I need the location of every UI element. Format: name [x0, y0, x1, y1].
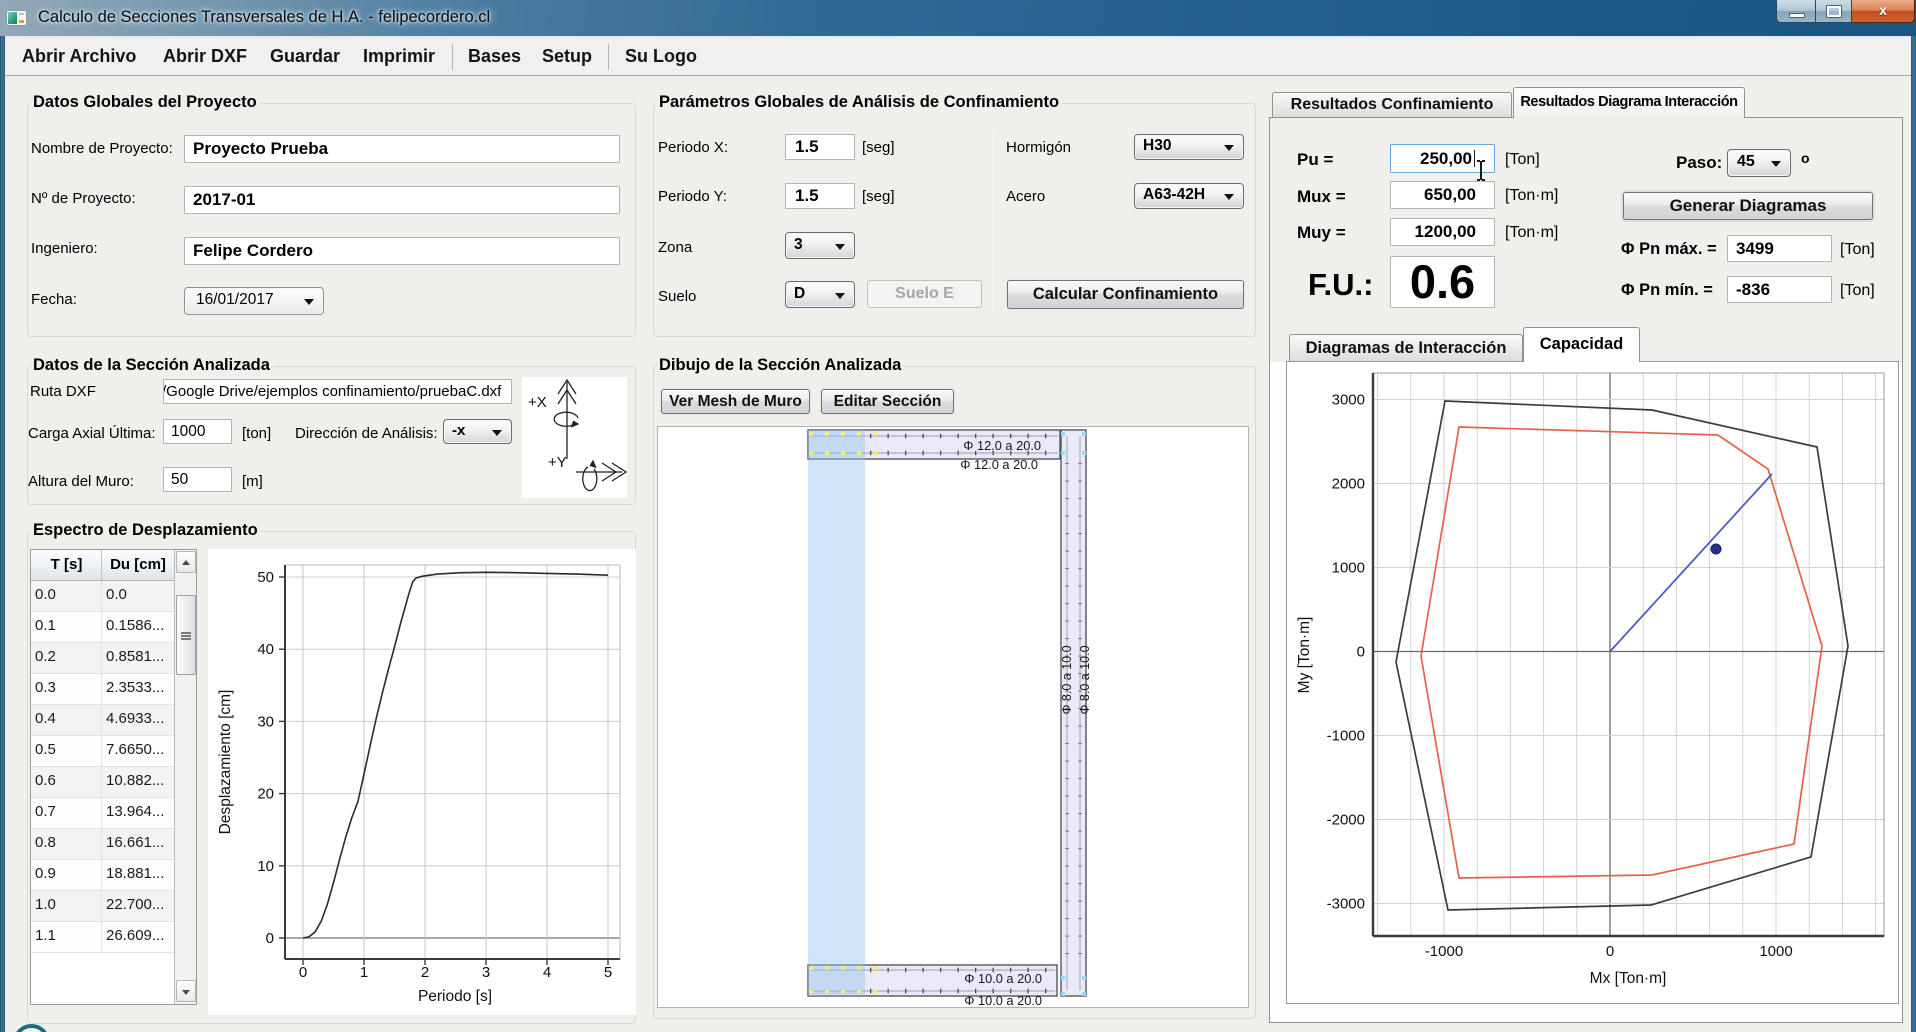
- svg-text:0: 0: [266, 930, 274, 947]
- svg-text:0: 0: [299, 964, 307, 981]
- svg-text:Φ 10.0 a 20.0: Φ 10.0 a 20.0: [964, 993, 1042, 1008]
- svg-text:Mx [Ton·m]: Mx [Ton·m]: [1590, 970, 1667, 987]
- svg-text:2000: 2000: [1332, 476, 1365, 493]
- svg-text:0: 0: [1606, 943, 1614, 960]
- svg-text:-2000: -2000: [1327, 812, 1365, 829]
- svg-text:Φ 8.0 a 10.0: Φ 8.0 a 10.0: [1078, 645, 1092, 714]
- svg-text:-1000: -1000: [1327, 728, 1365, 745]
- svg-text:0: 0: [1357, 644, 1365, 661]
- svg-text:5: 5: [604, 964, 612, 981]
- svg-text:Φ 10.0 a 20.0: Φ 10.0 a 20.0: [964, 971, 1042, 986]
- svg-text:My [Ton·m]: My [Ton·m]: [1296, 617, 1313, 694]
- svg-text:-3000: -3000: [1327, 896, 1365, 913]
- svg-text:3: 3: [482, 964, 490, 981]
- svg-text:Φ 12.0 a 20.0: Φ 12.0 a 20.0: [963, 438, 1041, 453]
- svg-text:Desplazamiento [cm]: Desplazamiento [cm]: [217, 690, 234, 835]
- svg-text:10: 10: [257, 858, 274, 875]
- svg-text:4: 4: [543, 964, 551, 981]
- svg-text:1000: 1000: [1759, 943, 1792, 960]
- svg-text:Φ 12.0 a 20.0: Φ 12.0 a 20.0: [960, 457, 1038, 472]
- svg-text:40: 40: [257, 641, 274, 658]
- svg-text:30: 30: [257, 713, 274, 730]
- svg-text:1000: 1000: [1332, 560, 1365, 577]
- svg-text:2: 2: [421, 964, 429, 981]
- svg-text:3000: 3000: [1332, 392, 1365, 409]
- svg-text:20: 20: [257, 786, 274, 803]
- svg-text:50: 50: [257, 569, 274, 586]
- svg-text:+X: +X: [528, 394, 547, 411]
- svg-text:Φ 8.0 a 10.0: Φ 8.0 a 10.0: [1060, 645, 1074, 714]
- svg-text:-1000: -1000: [1425, 943, 1463, 960]
- svg-text:+Y: +Y: [548, 454, 567, 471]
- svg-text:Periodo [s]: Periodo [s]: [418, 988, 492, 1005]
- svg-text:1: 1: [360, 964, 368, 981]
